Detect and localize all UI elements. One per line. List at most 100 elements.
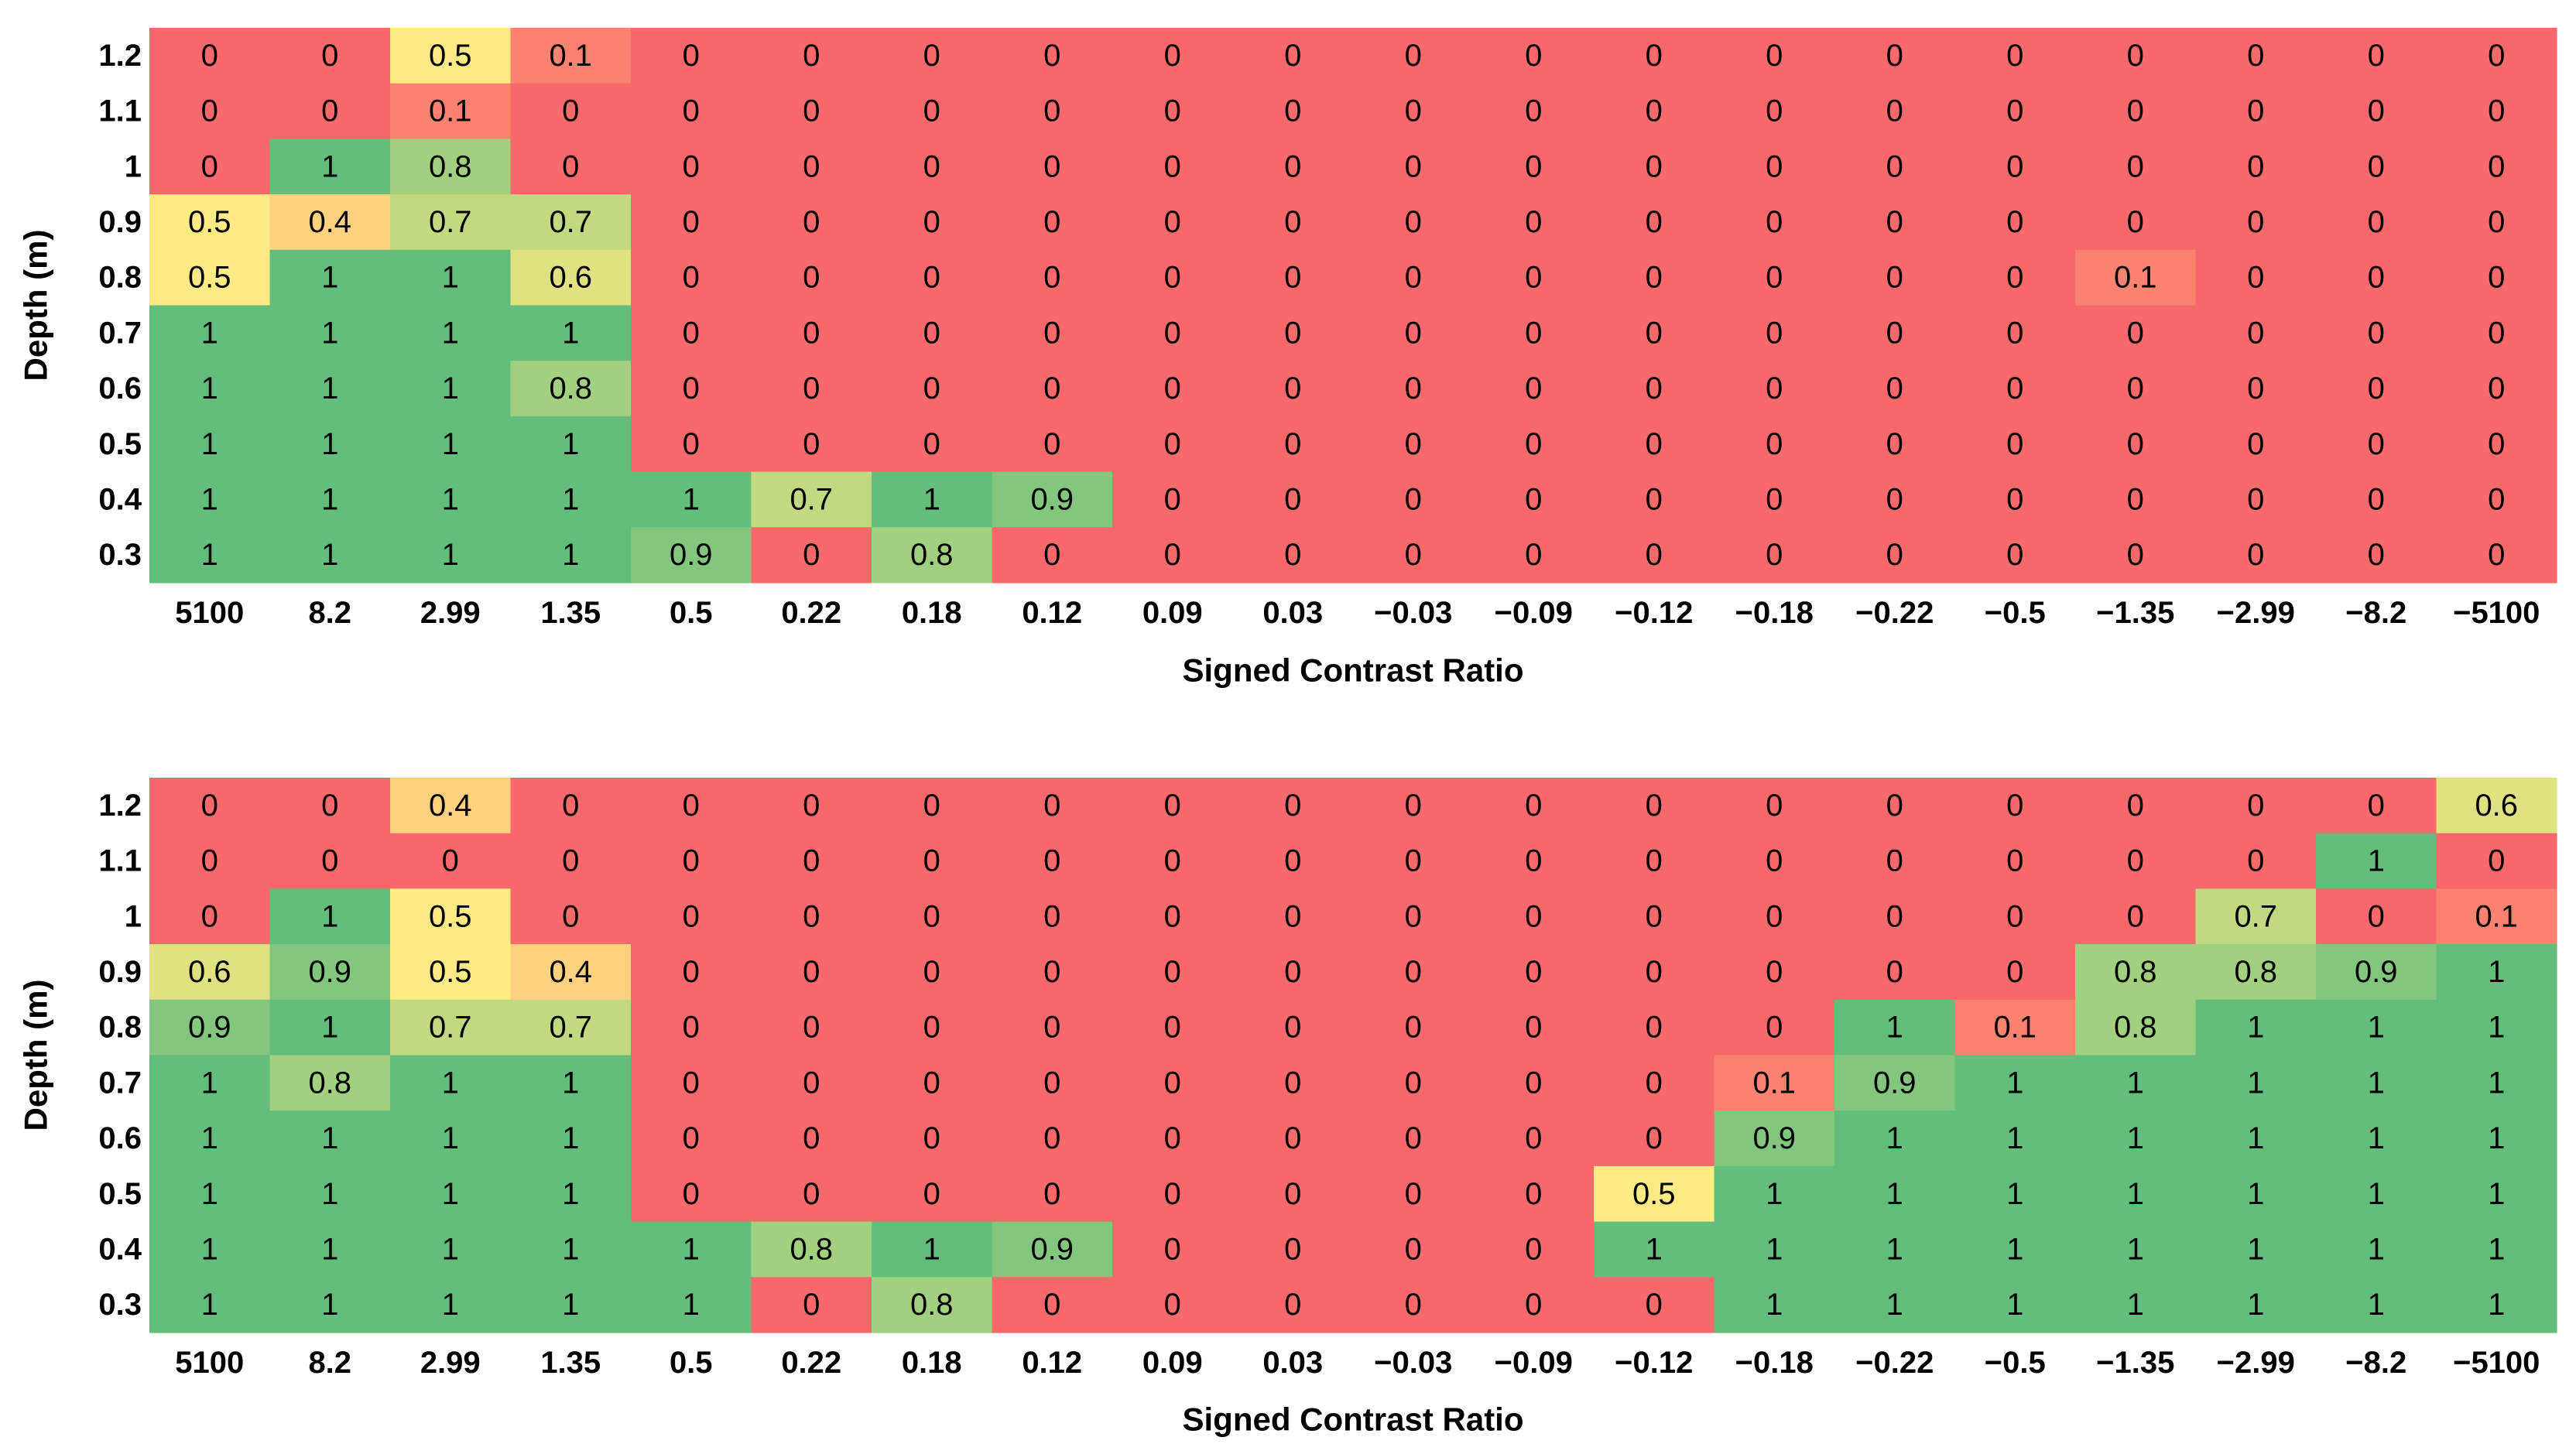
cell-value-label: 0.9 [670,538,713,572]
heatmap-cell [1473,1165,1595,1223]
cell-value-label: 0 [923,371,940,405]
cell-value-label: 1 [1766,1288,1783,1322]
cell-value-label: 0 [1525,1232,1542,1266]
heatmap-cell [2316,527,2437,583]
cell-value-label: 0 [803,427,820,461]
heatmap-cell [1714,83,1835,139]
heatmap-cell [149,471,271,528]
x-tick-label: 0.12 [1022,1346,1082,1380]
cell-value-label: 0 [1646,261,1663,295]
heatmap-cell [992,194,1113,251]
cell-value-label: 0 [2488,205,2505,239]
cell-value-label: 0 [1284,94,1301,128]
heatmap-cell [2316,194,2437,251]
heatmap-cell [510,249,632,306]
cell-value-label: 0.6 [2475,789,2518,823]
heatmap-cell [2075,194,2197,251]
cell-value-label: 0.1 [1752,1066,1796,1100]
cell-value-label: 1 [2247,1232,2264,1266]
cell-value-label: 0 [1525,844,1542,878]
heatmap-cell [1594,28,1715,84]
heatmap-cell [1594,527,1715,583]
heatmap-cell [872,527,993,583]
cell-value-label: 0 [1164,1066,1181,1100]
x-tick-label: 1.35 [540,596,601,630]
heatmap-cell [1834,527,1956,583]
cell-value-label: 1 [683,1288,700,1322]
cell-value-label: 0 [1766,316,1783,350]
heatmap-cell [992,778,1113,834]
cell-value-label: 0 [923,149,940,183]
cell-value-label: 0 [1164,899,1181,933]
heatmap-cell [2436,888,2557,945]
heatmap-cell [1473,1277,1595,1333]
cell-value-label: 0 [1043,789,1060,823]
x-tick-label: 0.18 [902,596,962,630]
heatmap-cell [149,527,271,583]
cell-value-label: 0 [1164,1232,1181,1266]
cell-value-label: 0 [1766,789,1783,823]
cell-value-label: 1 [201,538,218,572]
cell-value-label: 1 [442,261,459,295]
heatmap-cell [1714,1277,1835,1333]
cell-value-label: 0 [1886,149,1903,183]
cell-value-label: 1 [2247,1177,2264,1211]
heatmap-cell [1112,888,1234,945]
heatmap-cell [390,1110,512,1167]
heatmap-cell [2316,361,2437,417]
cell-value-label: 0 [1405,789,1422,823]
cell-value-label: 0 [2368,205,2385,239]
cell-value-label: 0 [2127,427,2144,461]
heatmap-cell [1112,833,1234,889]
cell-value-label: 0 [1886,427,1903,461]
cell-value-label: 0 [2488,538,2505,572]
heatmap-cell [872,471,993,528]
cell-value-label: 0 [1646,316,1663,350]
heatmap-cell [751,1055,872,1111]
cell-value-label: 0 [1886,482,1903,516]
y-tick-label: 0.7 [98,1066,142,1100]
heatmap-cell [751,944,872,1001]
heatmap-cell [631,527,752,583]
heatmap-cell [149,249,271,306]
heatmap-cell [1232,361,1354,417]
heatmap-cell [390,778,512,834]
cell-value-label: 1 [201,1121,218,1155]
cell-value-label: 0 [1043,899,1060,933]
heatmap-cell [1594,944,1715,1001]
heatmap-cell [1714,944,1835,1001]
cell-value-label: 0 [1646,1288,1663,1322]
heatmap-cell [1834,1221,1956,1278]
cell-value-label: 0 [1525,39,1542,73]
y-tick-label: 0.7 [98,316,142,350]
cell-value-label: 0 [1886,316,1903,350]
heatmap-cell [1834,28,1956,84]
cell-value-label: 1 [321,149,338,183]
heatmap-cell [992,1165,1113,1223]
cell-value-label: 0.8 [2234,955,2277,989]
cell-value-label: 1 [1766,1177,1783,1211]
heatmap-cell [510,83,632,139]
cell-value-label: 0 [2006,789,2023,823]
cell-value-label: 1 [2488,1177,2505,1211]
cell-value-label: 0 [1043,316,1060,350]
cell-value-label: 0 [2247,538,2264,572]
cell-value-label: 0 [683,1066,700,1100]
heatmap-cell [269,305,391,361]
cell-value-label: 1 [562,538,579,572]
cell-value-label: 1 [321,371,338,405]
x-tick-label: −0.5 [1985,1346,2046,1380]
y-tick-label: 0.4 [98,482,142,516]
cell-value-label: 0.8 [549,371,592,405]
cell-value-label: 1 [201,371,218,405]
heatmap-cell [872,139,993,195]
heatmap-cell [1353,1055,1475,1111]
heatmap-cell [2195,833,2317,889]
cell-value-label: 0 [201,39,218,73]
cell-value-label: 1 [1886,1288,1903,1322]
heatmap-cell [2316,416,2437,473]
cell-value-label: 0 [2006,149,2023,183]
cell-value-label: 0 [201,149,218,183]
y-tick-label: 0.6 [98,371,142,405]
x-tick-label: −0.09 [1495,1346,1573,1380]
